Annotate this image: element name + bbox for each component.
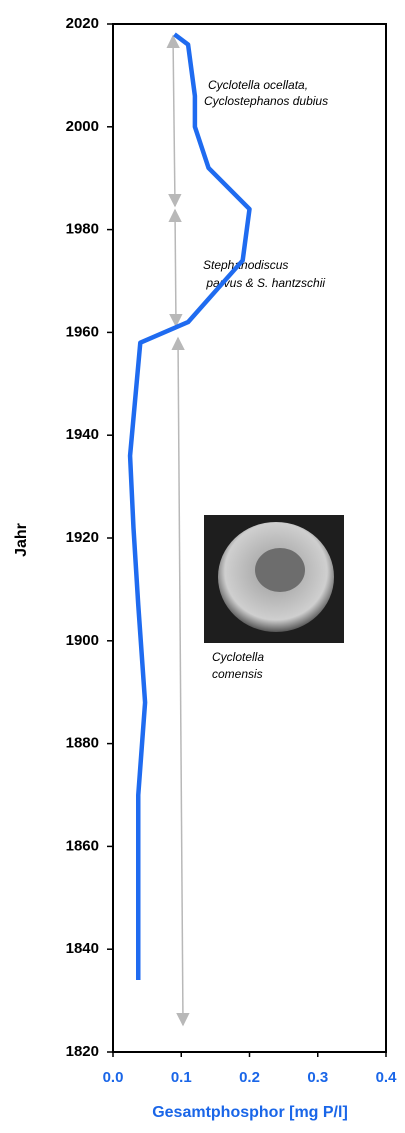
y-tick-label: 1940 xyxy=(66,426,99,443)
annotation: Stephanodiscus xyxy=(203,258,288,272)
y-tick-label: 2020 xyxy=(66,15,99,32)
y-axis-title: Jahr xyxy=(13,523,30,557)
y-tick-label: 1880 xyxy=(66,735,99,752)
annotation: Cyclotella ocellata, xyxy=(208,78,308,92)
x-tick-label: 0.3 xyxy=(307,1069,328,1086)
x-axis-title: Gesamtphosphor [mg P/l] xyxy=(152,1104,348,1121)
annotation: parvus & S. hantzschii xyxy=(203,276,325,290)
diatom-image xyxy=(204,515,344,643)
range-arrows xyxy=(166,34,190,1027)
y-tick-label: 1860 xyxy=(66,837,99,854)
y-tick-label: 1900 xyxy=(66,632,99,649)
y-tick-label: 1920 xyxy=(66,529,99,546)
annotation: Cyclotella xyxy=(212,650,264,664)
y-tick-label: 1980 xyxy=(66,221,99,238)
x-tick-label: 0.0 xyxy=(103,1069,124,1086)
annotation: comensis xyxy=(212,667,263,681)
y-tick-label: 1820 xyxy=(66,1043,99,1060)
x-tick-label: 0.4 xyxy=(376,1069,398,1086)
y-tick-label: 1840 xyxy=(66,940,99,957)
x-tick-label: 0.1 xyxy=(171,1069,192,1086)
y-tick-label: 2000 xyxy=(66,118,99,135)
x-tick-label: 0.2 xyxy=(239,1069,260,1086)
data-line xyxy=(127,32,252,981)
annotation: Cyclostephanos dubius xyxy=(204,94,328,108)
y-tick-label: 1960 xyxy=(66,323,99,340)
